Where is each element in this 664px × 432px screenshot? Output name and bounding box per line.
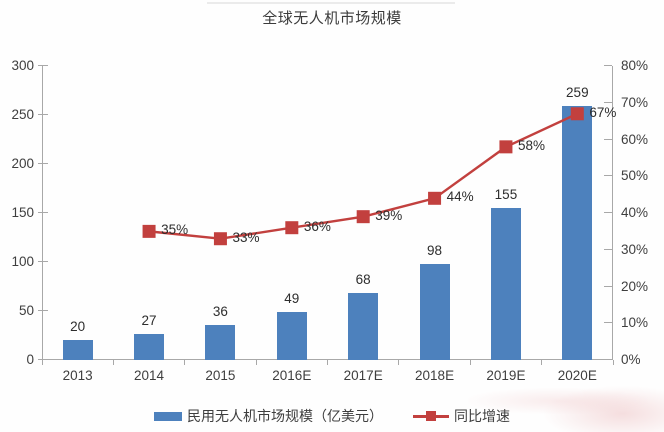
x-axis-label: 2019E (486, 368, 526, 383)
x-axis-tick (41, 360, 43, 365)
right-axis-tick (604, 359, 612, 360)
left-axis-tick-label: 50 (18, 303, 34, 318)
legend-item-bar-series: 民用无人机市场规模（亿美元） (154, 406, 383, 426)
bar-2017E (348, 293, 379, 360)
line-marker (499, 140, 513, 154)
legend: 民用无人机市场规模（亿美元） 同比增速 (0, 406, 664, 426)
line-point-label: 67% (589, 104, 617, 120)
line-marker (428, 191, 442, 205)
legend-line-series-label: 同比增速 (454, 408, 510, 424)
left-axis-tick-label: 250 (11, 107, 34, 122)
right-axis-line (612, 66, 613, 360)
right-axis-tick (604, 101, 612, 103)
line-series-swatch-icon (413, 410, 449, 422)
x-axis-label: 2017E (343, 368, 383, 383)
right-axis-tick-label: 50% (621, 168, 649, 184)
chart-title: 全球无人机市场规模 (262, 10, 402, 27)
x-axis-tick (112, 360, 114, 365)
legend-bar-series-label: 民用无人机市场规模（亿美元） (187, 408, 383, 424)
left-axis-tick-label: 100 (11, 254, 34, 269)
x-axis-tick (469, 360, 471, 365)
left-axis-tick (38, 65, 48, 66)
line-point-label: 44% (446, 189, 474, 205)
line-point-label: 39% (375, 207, 403, 223)
x-axis-label: 2016E (272, 368, 312, 383)
line-point-label: 33% (232, 229, 260, 245)
left-axis-tick (38, 310, 48, 311)
right-axis-tick (604, 212, 612, 213)
left-axis-tick (38, 114, 48, 115)
growth-line-series (142, 107, 584, 246)
line-marker (356, 210, 370, 224)
right-axis-tick-label: 40% (621, 205, 649, 220)
line-marker (285, 221, 299, 235)
right-axis-tick (604, 138, 612, 140)
x-axis-label: 2020E (557, 368, 597, 383)
right-axis-tick (604, 285, 612, 287)
line-point-label: 35% (161, 222, 189, 238)
x-axis-label: 2014 (134, 368, 165, 383)
bar-value-label: 98 (427, 242, 443, 258)
x-axis-line (42, 359, 613, 360)
right-axis-tick (604, 65, 612, 66)
bar-value-label: 36 (212, 303, 228, 319)
bar-value-label: 20 (70, 319, 86, 335)
x-axis-tick (255, 360, 257, 365)
left-axis-tick (38, 212, 48, 213)
right-axis-tick-label: 0% (621, 352, 641, 367)
line-marker (570, 107, 584, 121)
legend-item-line-series: 同比增速 (413, 406, 510, 426)
right-axis-tick-label: 70% (621, 94, 649, 110)
bar-2019E (490, 208, 521, 360)
watermark-smudge-faint (468, 388, 648, 414)
line-marker (142, 224, 156, 238)
x-axis-tick (398, 360, 400, 365)
right-axis-tick-label: 20% (621, 278, 649, 294)
bar-value-label: 155 (494, 187, 518, 203)
bar-value-label: 68 (355, 272, 371, 288)
watermark-smudge (544, 386, 664, 432)
right-axis-tick-label: 30% (621, 241, 649, 257)
left-axis-tick (38, 261, 48, 262)
x-axis-tick (541, 360, 543, 365)
bar-value-label: 49 (284, 290, 300, 306)
x-axis-label: 2018E (415, 368, 455, 383)
bar-2020E (562, 106, 593, 360)
bar-value-label: 259 (566, 85, 589, 101)
x-axis-label: 2015 (205, 368, 236, 383)
left-axis-tick (38, 163, 48, 164)
bar-2013 (62, 340, 93, 360)
right-axis-tick (604, 175, 612, 177)
top-artifact-line (207, 2, 455, 4)
bar-2018E (419, 263, 450, 360)
right-axis-tick-label: 10% (621, 315, 649, 331)
right-axis-tick-label: 80% (621, 58, 649, 73)
bar-2016E (276, 311, 307, 360)
bar-series-swatch-icon (154, 411, 182, 421)
bar-2015 (205, 324, 236, 360)
left-axis-tick-label: 150 (11, 205, 34, 220)
right-axis-tick (604, 322, 612, 324)
line-point-label: 58% (517, 137, 545, 153)
left-axis-tick-label: 0 (26, 352, 34, 367)
right-axis-tick (604, 248, 612, 250)
left-axis-tick-label: 200 (11, 156, 34, 171)
line-point-label: 36% (303, 218, 331, 234)
line-swatch-marker (426, 411, 436, 421)
left-axis-tick (38, 359, 48, 360)
x-axis-tick (612, 360, 614, 365)
line-marker (213, 232, 227, 246)
left-axis-tick-label: 300 (11, 58, 34, 73)
bar-value-label: 27 (141, 312, 157, 328)
right-axis-tick-label: 60% (621, 131, 649, 147)
left-axis-line (42, 66, 43, 360)
x-axis-tick (327, 360, 328, 365)
x-axis-label: 2013 (62, 368, 93, 383)
plot-area: 0 50 100 150 200 250 300 0% 10% 20% 30% 40% 50% 60% 70… (11, 58, 648, 383)
x-axis-tick (184, 360, 186, 365)
bar-2014 (134, 333, 165, 360)
